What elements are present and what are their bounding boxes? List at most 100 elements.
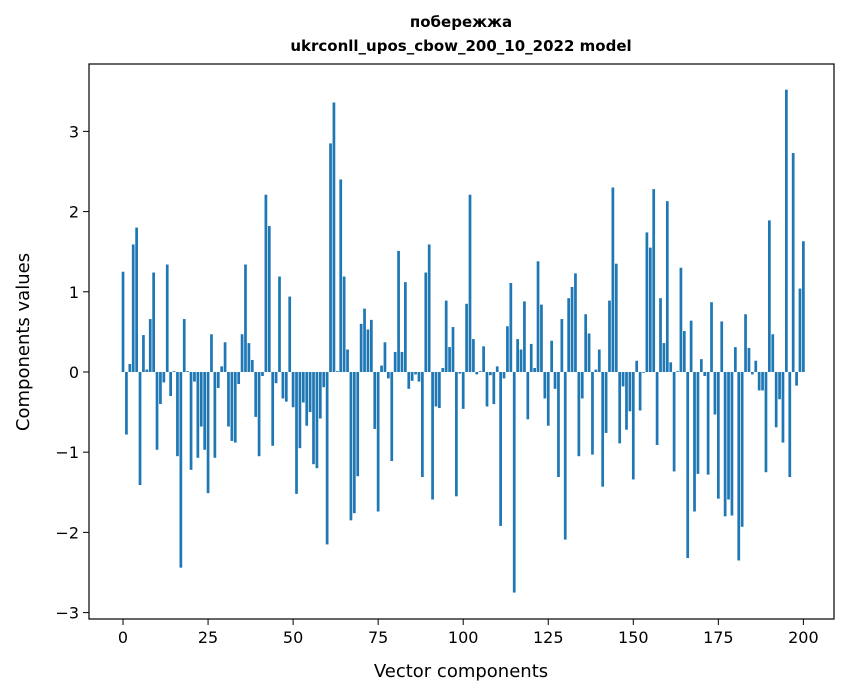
- bar: [652, 189, 656, 372]
- bar: [223, 342, 227, 372]
- bar: [329, 143, 332, 372]
- bar: [237, 371, 241, 385]
- bar: [567, 298, 571, 372]
- bar: [325, 371, 329, 545]
- bar: [465, 303, 468, 372]
- bar: [145, 369, 149, 372]
- bar: [795, 371, 798, 386]
- bar: [125, 371, 128, 435]
- bar: [546, 371, 550, 426]
- bar: [740, 371, 744, 527]
- bar: [155, 371, 159, 450]
- bar: [533, 367, 536, 372]
- bar: [387, 371, 390, 379]
- bar: [179, 371, 183, 568]
- bar: [397, 250, 400, 372]
- bar: [540, 304, 543, 372]
- bar: [696, 371, 700, 474]
- y-axis-ticks: −3 −2 −1 0 1 2 3: [55, 122, 89, 623]
- bar: [703, 371, 707, 376]
- bar: [444, 300, 448, 372]
- bar: [305, 371, 309, 426]
- bar: [791, 153, 795, 372]
- bar: [335, 371, 339, 372]
- bar: [220, 366, 224, 372]
- bar: [608, 300, 611, 372]
- bar: [761, 371, 764, 391]
- bars-group: [121, 89, 805, 593]
- bar: [686, 371, 690, 559]
- bar: [713, 371, 717, 415]
- bar: [138, 371, 142, 486]
- y-tick-label: 1: [69, 283, 79, 302]
- bar: [186, 371, 190, 372]
- x-tick-label: 200: [788, 628, 819, 647]
- bar: [625, 371, 628, 430]
- x-axis-label: Vector components: [374, 661, 548, 682]
- bar: [577, 371, 581, 457]
- bar: [400, 351, 404, 372]
- bar: [455, 371, 458, 497]
- bar: [165, 264, 169, 372]
- bar: [461, 371, 465, 409]
- bar: [482, 346, 485, 372]
- bar: [121, 271, 125, 372]
- bar: [679, 267, 683, 372]
- bar: [369, 319, 373, 372]
- bar: [635, 360, 639, 372]
- x-axis-ticks: 0 25 50 75 100 125 150 175 200: [118, 619, 819, 647]
- bar: [380, 365, 383, 372]
- bar: [788, 371, 792, 478]
- bar: [298, 371, 302, 449]
- bar: [458, 371, 462, 374]
- bar: [768, 220, 771, 372]
- bar: [312, 371, 315, 465]
- bar: [264, 194, 268, 372]
- bar: [771, 334, 775, 372]
- bar: [451, 327, 455, 372]
- bar: [781, 371, 785, 443]
- plot-frame: [88, 63, 835, 620]
- bar: [785, 89, 788, 372]
- bar: [448, 347, 451, 372]
- bar: [710, 302, 713, 372]
- bar: [376, 371, 380, 512]
- bar: [798, 288, 802, 372]
- bar: [414, 371, 417, 375]
- bar: [410, 371, 414, 381]
- bar: [529, 343, 533, 372]
- bar: [366, 329, 370, 372]
- bar: [148, 319, 152, 372]
- bar: [645, 232, 649, 372]
- bar: [162, 371, 166, 383]
- chart-title: побережжа: [410, 13, 512, 31]
- bar: [441, 367, 445, 372]
- y-axis-label: Components values: [13, 253, 34, 431]
- bar: [281, 371, 285, 399]
- bar: [631, 371, 635, 480]
- bar: [516, 339, 519, 372]
- bar: [591, 371, 594, 455]
- bar: [693, 371, 696, 512]
- bar: [764, 371, 768, 473]
- bar: [352, 371, 356, 514]
- bar: [648, 247, 652, 372]
- bar: [655, 371, 659, 445]
- x-tick-label: 75: [368, 628, 388, 647]
- y-tick-label: −1: [55, 443, 79, 462]
- bar: [468, 194, 472, 372]
- x-tick-label: 150: [618, 628, 649, 647]
- bar: [699, 359, 703, 372]
- bar: [274, 371, 278, 384]
- bar: [574, 273, 577, 372]
- bar: [778, 371, 781, 400]
- bar: [373, 371, 377, 429]
- bar: [301, 371, 305, 403]
- x-tick-label: 175: [703, 628, 734, 647]
- bar: [390, 371, 394, 461]
- bar: [618, 371, 622, 444]
- bar: [570, 286, 574, 372]
- bar: [502, 371, 506, 379]
- bar: [659, 298, 662, 372]
